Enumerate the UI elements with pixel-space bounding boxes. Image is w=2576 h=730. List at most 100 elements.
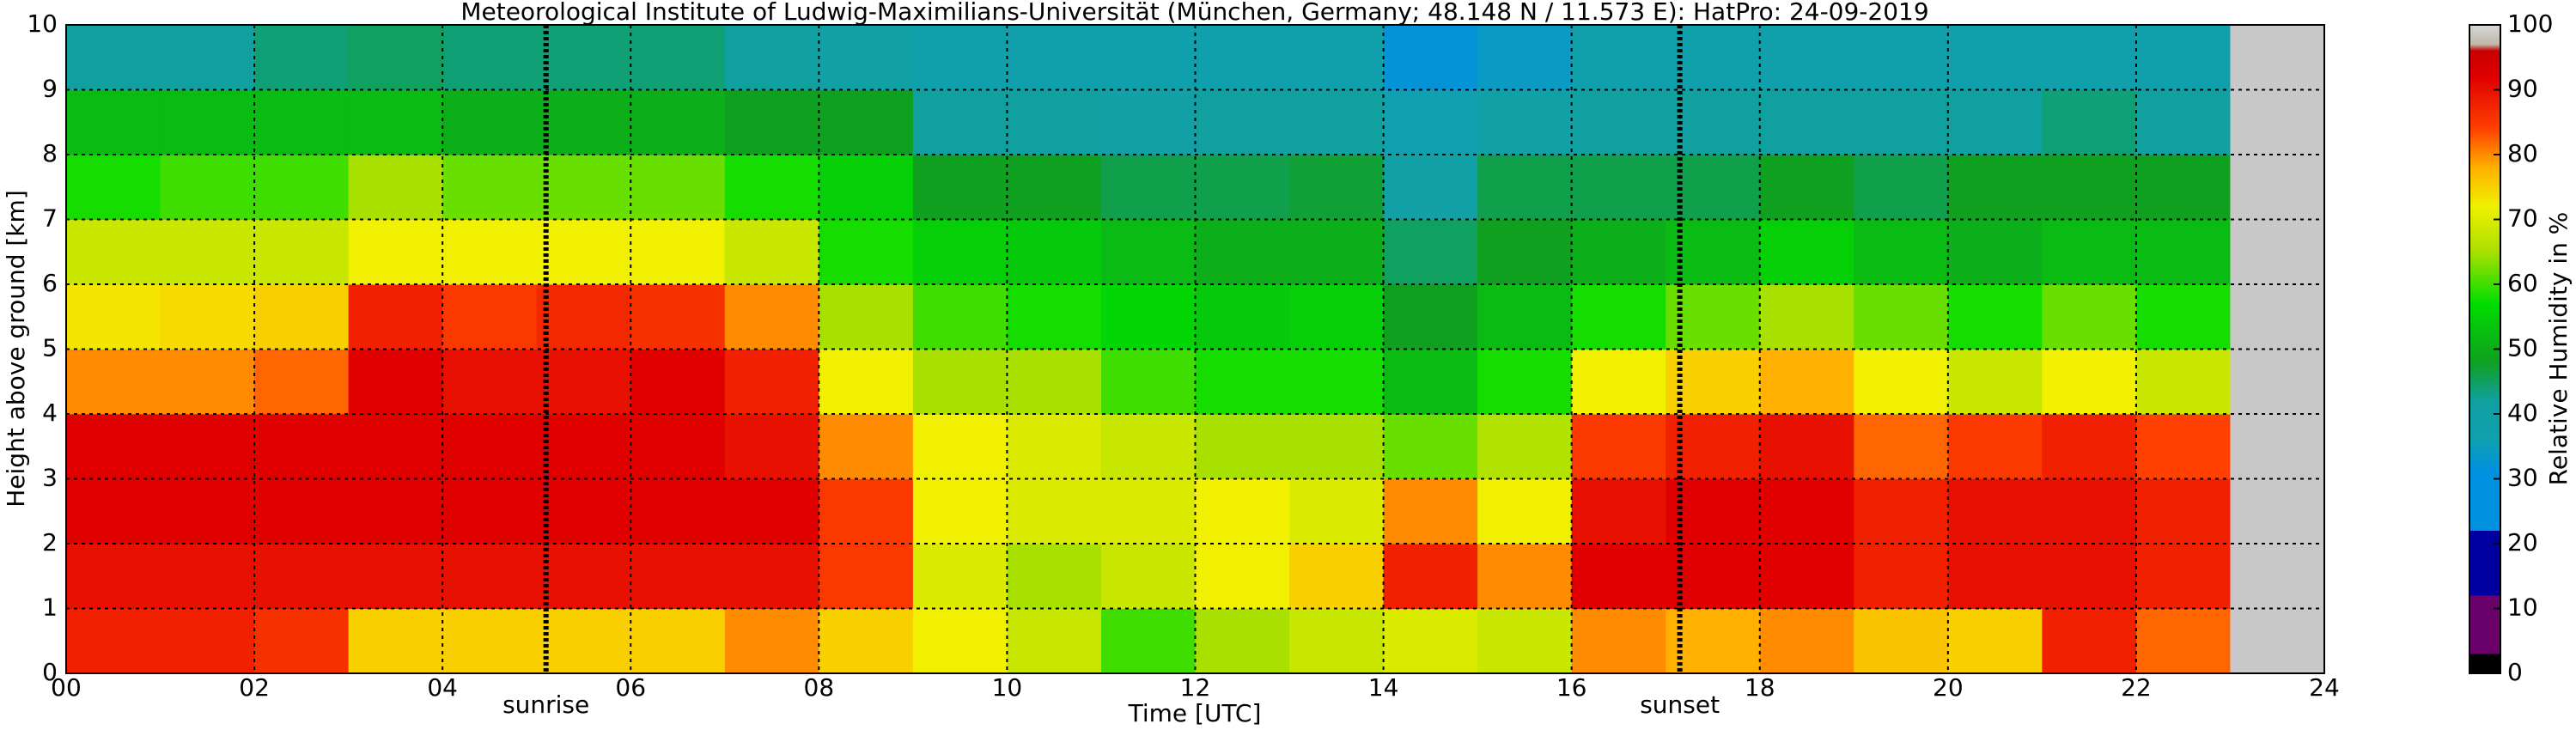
heatmap-cell [254,414,350,479]
heatmap-cell [1477,478,1573,544]
annotation-label: sunset [1640,690,1720,719]
annotation-label: sunrise [502,690,589,719]
heatmap-cell [2042,478,2137,544]
heatmap-cell [2230,219,2325,285]
heatmap-cell [724,25,819,90]
heatmap-cell [2230,155,2325,220]
heatmap-cell [630,544,726,609]
heatmap-cell [1195,349,1290,415]
heatmap-cell [1759,608,1854,674]
heatmap-cell [819,284,914,350]
heatmap-cell [724,349,819,415]
heatmap-cell [1289,219,1385,285]
heatmap-cell [2230,414,2325,479]
heatmap-cell [819,25,914,90]
x-tick-label: 24 [2309,673,2340,702]
x-tick-label: 02 [239,673,270,702]
heatmap-cell [1854,219,1949,285]
heatmap-cell [2135,155,2231,220]
heatmap-cell [254,608,350,674]
heatmap-cell [1571,219,1666,285]
heatmap-cell [1477,608,1573,674]
y-tick-label: 3 [42,464,58,492]
heatmap-cell [536,349,631,415]
heatmap-cell [1854,478,1949,544]
heatmap-cell [912,155,1008,220]
chart-title: Meteorological Institute of Ludwig-Maxim… [460,0,1928,26]
heatmap-cell [1195,414,1290,479]
heatmap-cell [160,414,255,479]
heatmap-cell [912,89,1008,155]
x-tick-label: 18 [1745,673,1775,702]
heatmap-cell [1289,414,1385,479]
heatmap-cell [1007,544,1102,609]
heatmap-cell [1100,544,1196,609]
heatmap-cell [1195,284,1290,350]
x-tick-label: 20 [1933,673,1964,702]
heatmap-cell [1759,155,1854,220]
heatmap-cell [160,89,255,155]
heatmap-cell [1100,349,1196,415]
heatmap-cell [819,349,914,415]
heatmap-cell [630,478,726,544]
heatmap-cell [1854,25,1949,90]
heatmap-cell [348,544,443,609]
heatmap-cell [1100,414,1196,479]
heatmap-cell [1947,478,2043,544]
heatmap-cell [819,478,914,544]
heatmap-cell [1289,608,1385,674]
heatmap-cell [1947,608,2043,674]
y-tick-label: 1 [42,593,58,622]
x-tick-label: 04 [427,673,458,702]
heatmap-cell [2135,544,2231,609]
heatmap-cell [1477,155,1573,220]
heatmap-cell [1100,608,1196,674]
heatmap-cell [1100,89,1196,155]
heatmap-cell [160,25,255,90]
heatmap-cell [912,478,1008,544]
heatmap-cell [912,25,1008,90]
heatmap-cell [1007,284,1102,350]
heatmap-cell [442,414,538,479]
heatmap-cell [1383,478,1478,544]
x-tick-label: 00 [51,673,82,702]
heatmap-cell [2042,414,2137,479]
heatmap-cell [1383,89,1478,155]
heatmap-cell [630,155,726,220]
heatmap-cell [1666,219,1761,285]
heatmap-cell [2230,25,2325,90]
heatmap-cell [1100,219,1196,285]
colorbar-tick-label: 0 [2507,658,2523,686]
heatmap-cell [630,414,726,479]
heatmap-cell [2135,414,2231,479]
heatmap-cell [1759,219,1854,285]
heatmap-cell [254,349,350,415]
heatmap-cell [1383,544,1478,609]
colorbar-label: Relative Humidity in % [2544,212,2573,486]
heatmap-cell [1007,89,1102,155]
heatmap-cell [66,544,161,609]
heatmap-cell [1947,155,2043,220]
colorbar-tick-label: 10 [2507,593,2538,622]
heatmap-cell [1947,414,2043,479]
colorbar-tick-label: 30 [2507,464,2538,492]
heatmap-cell [1195,478,1290,544]
heatmap-cell [2042,544,2137,609]
heatmap-cell [254,544,350,609]
heatmap-cell [1195,608,1290,674]
heatmap-cell [1947,89,2043,155]
heatmap-cell [1007,219,1102,285]
heatmap-cell [1383,608,1478,674]
colorbar-tick-label: 70 [2507,204,2538,233]
heatmap-cell [442,608,538,674]
heatmap-cell [442,25,538,90]
heatmap-cell [1947,284,2043,350]
heatmap-cell [160,544,255,609]
y-axis-label: Height above ground [km] [2,190,30,508]
heatmap-cell [724,89,819,155]
heatmap-cell [1007,608,1102,674]
heatmap-cell [630,349,726,415]
heatmap-cell [1947,349,2043,415]
heatmap-cell [1571,155,1666,220]
heatmap-cell [912,219,1008,285]
